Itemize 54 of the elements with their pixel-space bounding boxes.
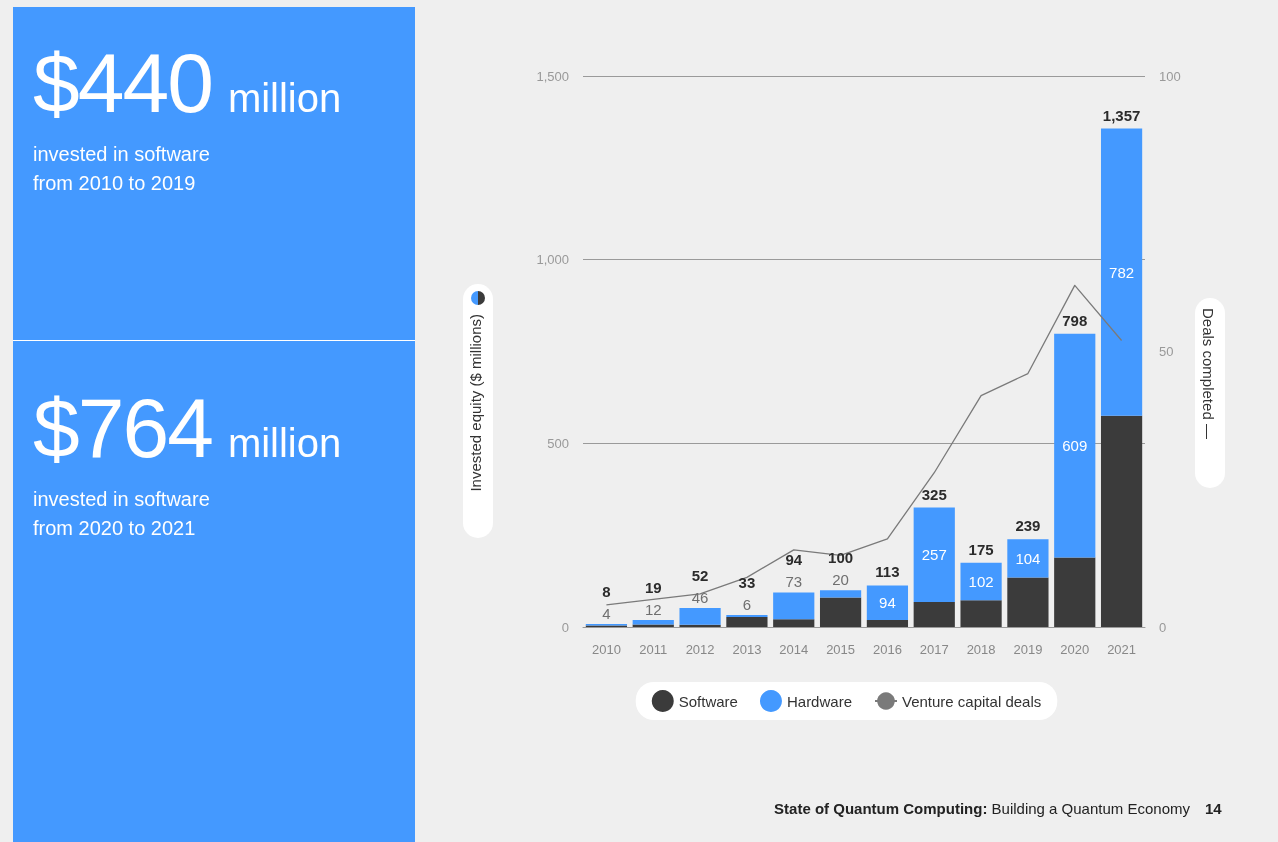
x-tick-label: 2018 — [966, 642, 996, 657]
x-tick-label: 2020 — [1060, 642, 1090, 657]
x-tick-label: 2013 — [732, 642, 762, 657]
total-label: 113 — [875, 563, 900, 581]
data-label: 46 — [691, 588, 709, 606]
text: $764 million — [33, 381, 342, 475]
total-label: 1,357 — [1102, 106, 1141, 124]
text: invested in software from 2010 to 2019 — [33, 142, 211, 196]
y-tick-label: 1,500 — [536, 68, 569, 84]
y-axis-title: Invested equity ($ millions) — [467, 314, 484, 492]
data-label: 782 — [1109, 263, 1135, 281]
data-label: 12 — [644, 601, 662, 619]
data-label: 102 — [968, 572, 994, 590]
y2-tick-label: 50 — [1159, 344, 1174, 359]
total-label: 239 — [1015, 517, 1041, 535]
data-label: 94 — [879, 594, 896, 612]
data-label: 73 — [785, 573, 803, 591]
x-tick-label: 2014 — [779, 642, 809, 657]
x-tick-label: 2017 — [919, 642, 949, 657]
total-label: 52 — [691, 566, 709, 584]
text: invested in software from 2020 to 2021 — [33, 487, 211, 541]
data-label: 20 — [832, 571, 849, 589]
total-label: 8 — [602, 583, 611, 601]
total-label: 100 — [828, 549, 854, 567]
x-tick-label: 2021 — [1107, 642, 1137, 657]
text: $440 million — [33, 36, 342, 130]
x-tick-label: 2016 — [872, 642, 902, 657]
y-tick-label: 500 — [547, 435, 569, 451]
x-tick-label: 2011 — [639, 642, 668, 657]
data-label: 609 — [1062, 437, 1088, 455]
total-label: 19 — [644, 579, 662, 597]
y2-axis-title: Deals completed — — [1200, 308, 1217, 439]
x-tick-label: 2015 — [826, 642, 856, 657]
legend-label: Hardware — [786, 692, 852, 710]
data-label: 257 — [921, 546, 947, 564]
legend-label: Software — [678, 692, 738, 710]
y2-tick-label: 0 — [1159, 619, 1167, 635]
text: State of Quantum Computing: Building a Quantum Economy — [774, 800, 1190, 817]
total-label: 175 — [968, 540, 994, 558]
total-label: 94 — [785, 551, 803, 569]
x-tick-label: 2019 — [1013, 642, 1043, 657]
data-label: 6 — [742, 595, 752, 613]
y-tick-label: 0 — [561, 619, 569, 635]
legend-label: Venture capital deals — [901, 692, 1042, 710]
x-tick-label: 2012 — [685, 642, 715, 657]
data-label: 4 — [602, 605, 611, 623]
y-tick-label: 1,000 — [536, 252, 569, 268]
total-label: 798 — [1062, 311, 1088, 329]
total-label: 33 — [738, 573, 756, 591]
total-label: 325 — [921, 485, 947, 503]
y2-tick-label: 100 — [1159, 68, 1181, 84]
text: 14 — [1205, 800, 1222, 817]
data-label: 104 — [1015, 549, 1041, 567]
x-tick-label: 2010 — [591, 642, 621, 657]
